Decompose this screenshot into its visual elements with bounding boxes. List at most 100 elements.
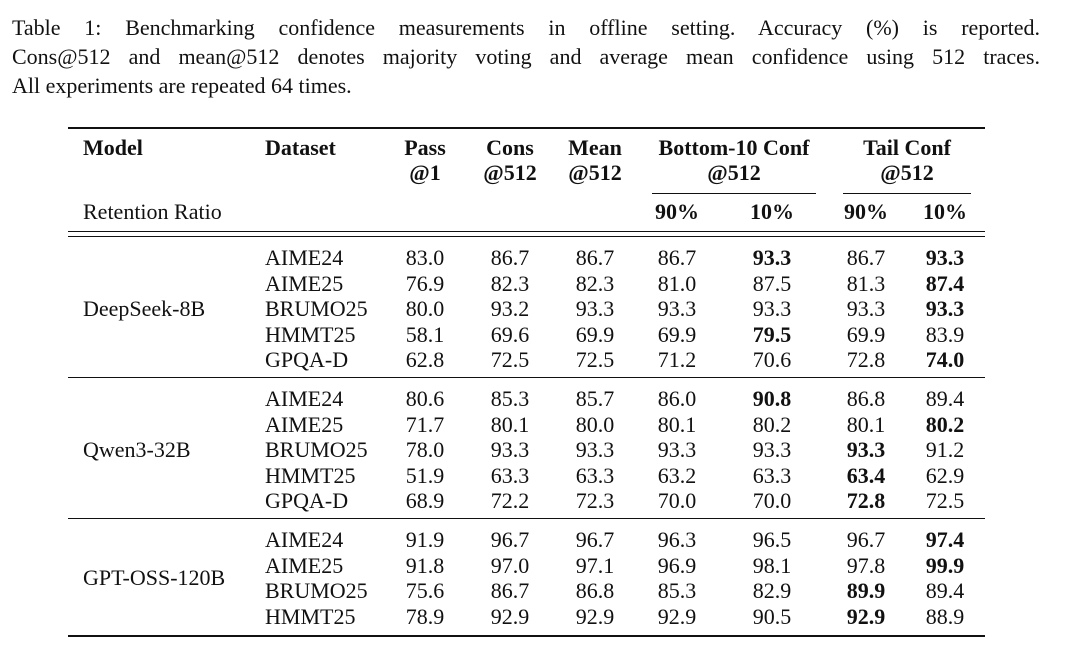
rule xyxy=(68,634,985,637)
value-cell: 98.1 xyxy=(752,552,792,578)
model-cell: Qwen3-32B xyxy=(83,437,191,463)
value-cell: 85.7 xyxy=(575,386,615,411)
value-cell: 93.3 xyxy=(575,437,615,463)
value-cell: 93.3 xyxy=(846,437,886,463)
column-header: Model xyxy=(83,135,143,160)
column-header: Pass xyxy=(404,135,446,160)
value-cell: 97.0 xyxy=(490,552,530,578)
value-cell: 62.8 xyxy=(405,347,445,373)
value-cell: 91.8 xyxy=(405,552,445,578)
value-cell: 69.6 xyxy=(490,321,530,347)
value-cell: 76.9 xyxy=(405,270,445,296)
column-header: Cons xyxy=(486,135,534,160)
value-cell: 82.3 xyxy=(490,270,530,296)
value-cell: 72.2 xyxy=(490,488,530,514)
value-cell: 96.9 xyxy=(657,552,697,578)
value-cell: 93.3 xyxy=(657,296,697,322)
value-cell: 87.5 xyxy=(752,270,792,296)
value-cell: 97.4 xyxy=(925,527,965,552)
value-cell: 93.3 xyxy=(846,296,886,322)
value-cell: 79.5 xyxy=(752,321,792,347)
value-cell: 93.3 xyxy=(752,245,792,270)
dataset-cell: BRUMO25 xyxy=(265,296,368,322)
value-cell: 81.3 xyxy=(846,270,886,296)
subheader-label: Retention Ratio xyxy=(83,199,222,224)
value-cell: 99.9 xyxy=(925,552,965,578)
value-cell: 80.6 xyxy=(405,386,445,411)
value-cell: 90.8 xyxy=(752,386,792,411)
value-cell: 93.3 xyxy=(752,296,792,322)
value-cell: 72.5 xyxy=(925,488,965,514)
value-cell: 92.9 xyxy=(657,603,697,629)
value-cell: 93.3 xyxy=(752,437,792,463)
value-cell: 82.3 xyxy=(575,270,615,296)
rule xyxy=(68,231,985,232)
value-cell: 96.3 xyxy=(657,527,697,552)
value-cell: 96.7 xyxy=(846,527,886,552)
value-cell: 63.3 xyxy=(575,462,615,488)
value-cell: 82.9 xyxy=(752,578,792,604)
value-cell: 71.7 xyxy=(405,411,445,437)
model-cell: DeepSeek-8B xyxy=(83,296,206,322)
rule xyxy=(652,193,816,194)
value-cell: 63.2 xyxy=(657,462,697,488)
value-cell: 86.7 xyxy=(657,245,697,270)
column-header: Tail Conf xyxy=(863,135,951,160)
caption-line: Table 1: Benchmarking confidence measure… xyxy=(12,15,1040,40)
column-header: Dataset xyxy=(265,135,336,160)
value-cell: 88.9 xyxy=(925,603,965,629)
dataset-cell: AIME25 xyxy=(265,411,344,437)
value-cell: 91.9 xyxy=(405,527,445,552)
caption-line: Cons@512 and mean@512 denotes majority v… xyxy=(12,44,1040,69)
value-cell: 92.9 xyxy=(575,603,615,629)
column-header: Bottom-10 Conf xyxy=(658,135,810,160)
rule xyxy=(68,518,985,520)
value-cell: 63.3 xyxy=(752,462,792,488)
dataset-cell: AIME25 xyxy=(265,270,344,296)
model-cell: GPT-OSS-120B xyxy=(83,565,226,591)
rule xyxy=(843,193,971,194)
dataset-cell: HMMT25 xyxy=(265,321,356,347)
value-cell: 51.9 xyxy=(405,462,445,488)
value-cell: 86.7 xyxy=(575,245,615,270)
column-header: Mean xyxy=(568,135,622,160)
value-cell: 93.3 xyxy=(490,437,530,463)
value-cell: 90.5 xyxy=(752,603,792,629)
value-cell: 80.1 xyxy=(657,411,697,437)
value-cell: 72.8 xyxy=(846,488,886,514)
value-cell: 72.5 xyxy=(575,347,615,373)
value-cell: 89.4 xyxy=(925,578,965,604)
value-cell: 80.2 xyxy=(752,411,792,437)
value-cell: 86.8 xyxy=(575,578,615,604)
value-cell: 93.3 xyxy=(575,296,615,322)
value-cell: 93.2 xyxy=(490,296,530,322)
dataset-cell: AIME24 xyxy=(265,527,344,552)
dataset-cell: HMMT25 xyxy=(265,603,356,629)
value-cell: 86.8 xyxy=(846,386,886,411)
value-cell: 93.3 xyxy=(925,296,965,322)
value-cell: 96.7 xyxy=(490,527,530,552)
dataset-cell: AIME25 xyxy=(265,552,344,578)
value-cell: 68.9 xyxy=(405,488,445,514)
caption-line: All experiments are repeated 64 times. xyxy=(12,73,352,98)
value-cell: 81.0 xyxy=(657,270,697,296)
column-header: @1 xyxy=(409,160,441,185)
value-cell: 63.4 xyxy=(846,462,886,488)
value-cell: 86.7 xyxy=(490,578,530,604)
rule xyxy=(68,236,985,237)
value-cell: 83.9 xyxy=(925,321,965,347)
rule xyxy=(68,377,985,379)
value-cell: 72.8 xyxy=(846,347,886,373)
value-cell: 63.3 xyxy=(490,462,530,488)
value-cell: 69.9 xyxy=(846,321,886,347)
value-cell: 92.9 xyxy=(490,603,530,629)
dataset-cell: GPQA-D xyxy=(265,347,349,373)
value-cell: 69.9 xyxy=(575,321,615,347)
value-cell: 78.0 xyxy=(405,437,445,463)
column-header: @512 xyxy=(568,160,622,185)
value-cell: 86.0 xyxy=(657,386,697,411)
rule xyxy=(68,127,985,129)
dataset-cell: HMMT25 xyxy=(265,462,356,488)
value-cell: 72.3 xyxy=(575,488,615,514)
value-cell: 93.3 xyxy=(925,245,965,270)
